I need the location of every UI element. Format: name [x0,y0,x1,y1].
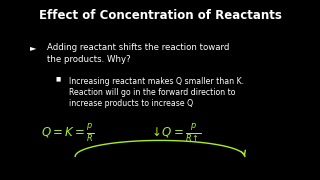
Text: ►: ► [30,43,36,52]
Text: Adding reactant shifts the reaction toward
the products. Why?: Adding reactant shifts the reaction towa… [47,43,229,64]
Text: Increasing reactant makes Q smaller than K.
Reaction will go in the forward dire: Increasing reactant makes Q smaller than… [69,76,244,108]
Text: $Q = K = \frac{p}{R}$: $Q = K = \frac{p}{R}$ [41,123,95,145]
Text: ■: ■ [55,76,60,82]
Text: Effect of Concentration of Reactants: Effect of Concentration of Reactants [39,9,281,22]
Text: $\downarrow\!Q = \frac{p}{R\!\uparrow}$: $\downarrow\!Q = \frac{p}{R\!\uparrow}$ [149,123,201,145]
